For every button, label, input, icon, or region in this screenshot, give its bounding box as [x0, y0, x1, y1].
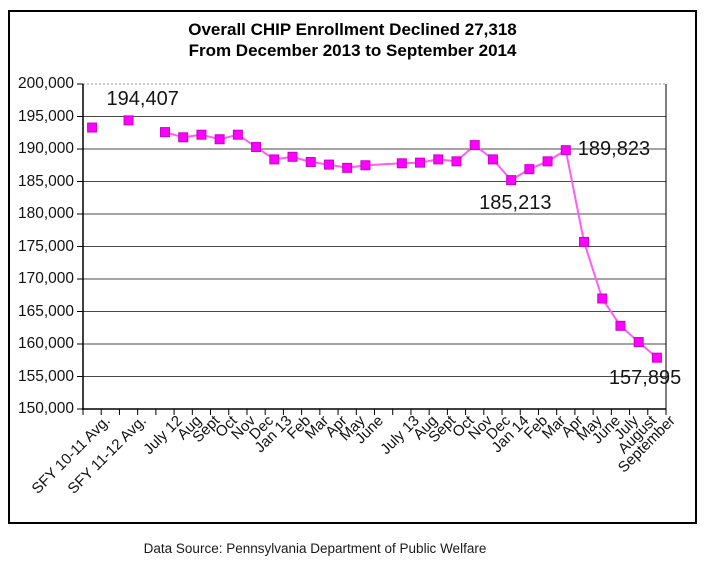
data-point-marker	[433, 154, 444, 165]
data-point-marker	[196, 129, 207, 140]
chart-border-frame	[8, 10, 697, 524]
chart-title-line1: Overall CHIP Enrollment Declined 27,318	[188, 20, 517, 39]
data-point-marker	[123, 115, 134, 126]
data-label-157895: 157,895	[608, 366, 682, 389]
data-point-marker	[542, 156, 553, 167]
data-point-marker	[342, 162, 353, 173]
chart-title: Overall CHIP Enrollment Declined 27,318 …	[0, 19, 705, 61]
data-point-marker	[469, 140, 480, 151]
data-label-189823: 189,823	[577, 138, 651, 161]
data-point-marker	[323, 159, 334, 170]
y-axis-tick-label: 155,000	[17, 367, 74, 385]
y-axis-tick-label: 195,000	[17, 107, 74, 125]
y-axis-tick-label: 165,000	[17, 302, 74, 320]
data-source-caption: Data Source: Pennsylvania Department of …	[143, 541, 487, 556]
data-point-marker	[651, 352, 662, 363]
data-point-marker	[360, 160, 371, 171]
data-point-marker	[506, 175, 517, 186]
y-axis-tick-label: 180,000	[17, 205, 74, 222]
y-axis-tick-label: 200,000	[17, 75, 74, 92]
data-point-marker	[87, 122, 98, 133]
data-point-marker	[560, 145, 571, 156]
data-point-marker	[451, 156, 462, 167]
data-point-marker	[232, 129, 243, 140]
y-axis-tick-label: 170,000	[17, 270, 74, 287]
data-point-marker	[305, 157, 316, 167]
y-axis-tick-label: 185,000	[17, 172, 74, 190]
data-point-marker	[579, 236, 590, 247]
chart-title-line2: From December 2013 to September 2014	[188, 41, 517, 60]
data-point-marker	[633, 337, 644, 348]
data-point-marker	[287, 151, 298, 162]
data-point-marker	[487, 154, 498, 165]
data-point-marker	[214, 134, 225, 145]
data-label-194407: 194,407	[106, 88, 179, 111]
y-axis-tick-label: 175,000	[17, 237, 74, 255]
data-point-marker	[415, 157, 426, 168]
data-point-marker	[251, 142, 262, 153]
y-axis-tick-label: 190,000	[17, 140, 74, 157]
y-axis-tick-label: 160,000	[17, 335, 74, 352]
y-axis-tick-label: 150,000	[17, 400, 74, 417]
data-point-marker	[524, 164, 535, 175]
data-point-marker	[597, 293, 608, 304]
data-point-marker	[615, 320, 626, 331]
data-point-marker	[159, 127, 170, 138]
data-point-marker	[178, 132, 189, 143]
data-point-marker	[396, 158, 407, 169]
data-point-marker	[269, 154, 280, 165]
data-label-185213: 185,213	[479, 192, 552, 215]
